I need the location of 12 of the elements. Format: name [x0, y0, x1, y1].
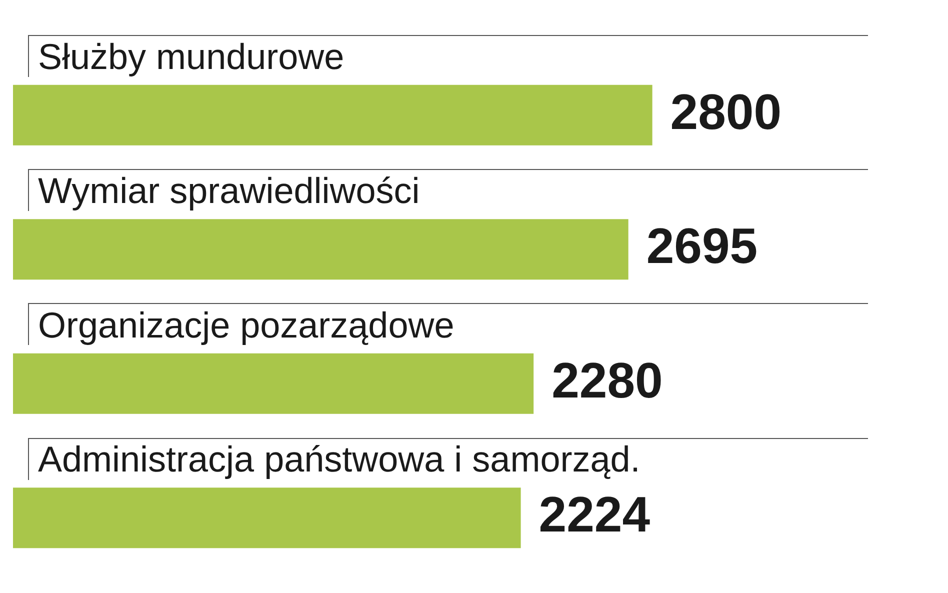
bar — [13, 353, 534, 414]
y-tick-label: Służby mundurowe — [38, 36, 344, 77]
bar — [13, 488, 521, 548]
data-label: 2800 — [670, 84, 782, 140]
bar — [13, 219, 628, 280]
data-label: 2280 — [552, 352, 663, 408]
data-label: 2224 — [538, 486, 650, 543]
data-label: 2695 — [646, 218, 758, 274]
y-tick-label: Organizacje pozarządowe — [38, 304, 454, 346]
y-tick-label: Wymiar sprawiedliwości — [38, 170, 420, 212]
y-tick-label: Administracja państwowa i samorząd. — [38, 438, 640, 480]
bar — [13, 84, 652, 146]
